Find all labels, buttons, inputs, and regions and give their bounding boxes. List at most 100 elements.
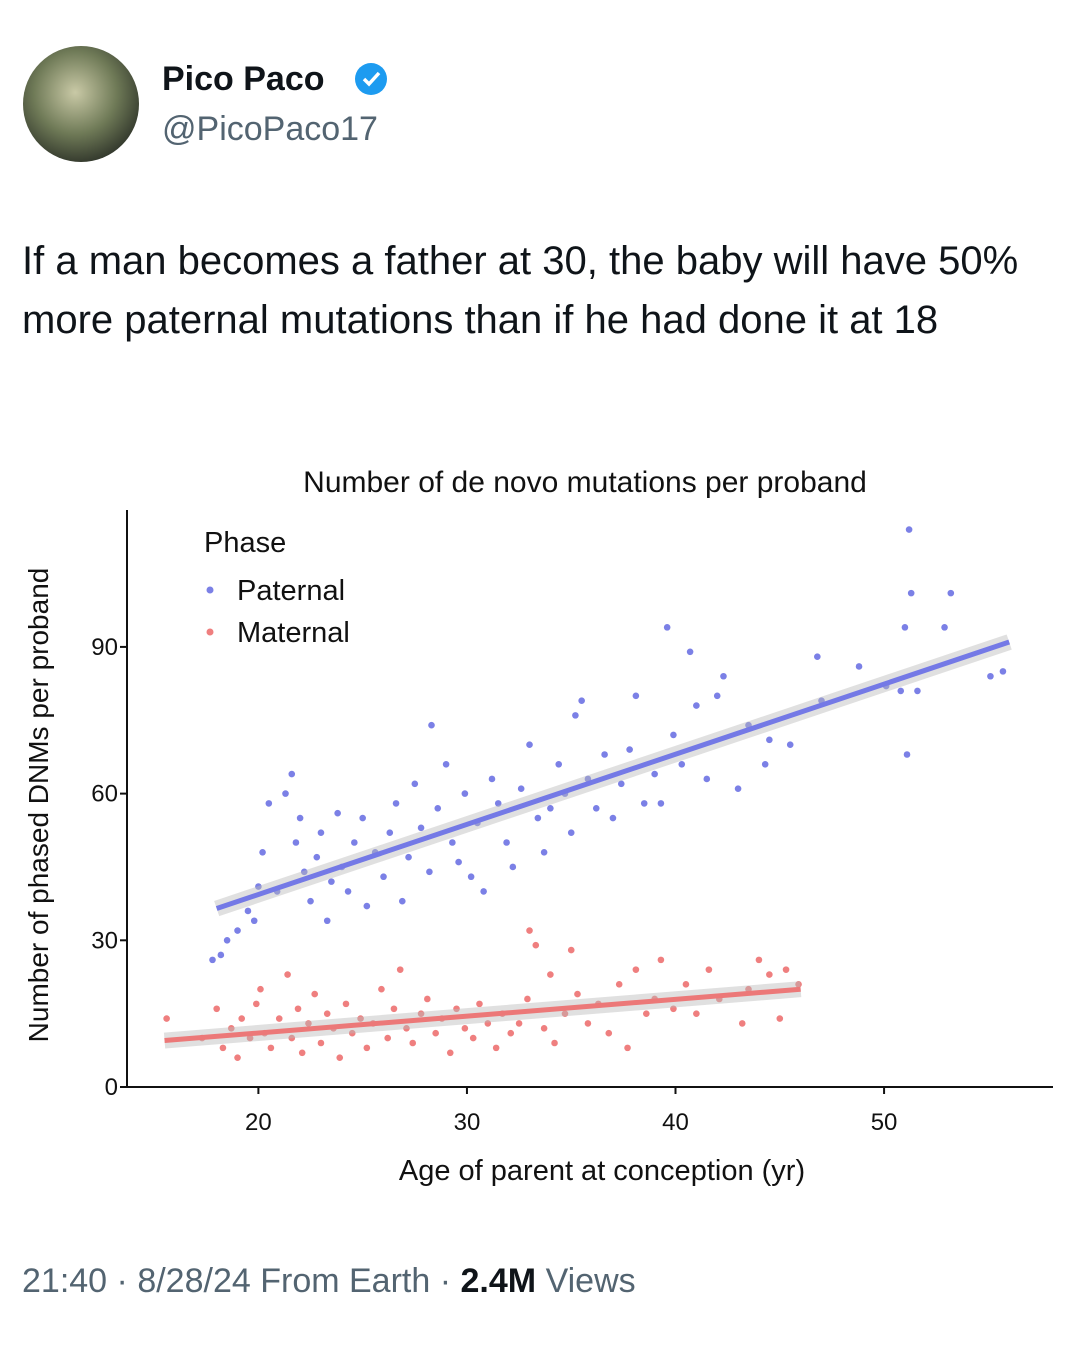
data-point (786, 741, 794, 749)
data-point (651, 770, 658, 778)
data-point (617, 780, 625, 788)
data-point (663, 624, 671, 631)
data-point (584, 1020, 592, 1027)
data-point (734, 785, 742, 793)
data-point (907, 589, 915, 597)
data-point (246, 1034, 254, 1042)
separator: · (439, 1262, 452, 1300)
data-point (682, 981, 690, 988)
data-point (384, 1034, 391, 1042)
y-tick-label: 90 (91, 634, 118, 661)
data-point (776, 1015, 784, 1022)
data-point (480, 888, 487, 895)
data-point (693, 1010, 700, 1017)
data-point (492, 1044, 500, 1052)
data-point (213, 1005, 220, 1013)
x-tick-label: 20 (245, 1109, 272, 1136)
separator: · (116, 1262, 128, 1300)
data-point (386, 829, 394, 837)
data-point (693, 702, 700, 709)
tweet-text: If a man becomes a father at 30, the bab… (22, 239, 1019, 342)
data-point (363, 902, 371, 910)
data-point (336, 1054, 344, 1061)
data-point (363, 1044, 371, 1052)
data-point (409, 1039, 417, 1047)
data-point (461, 790, 469, 797)
data-point (282, 790, 289, 797)
data-point (547, 804, 554, 812)
data-point (223, 937, 231, 944)
data-point (219, 1044, 227, 1052)
data-point (257, 985, 264, 993)
chart-title: Number of de novo mutations per proband (303, 466, 867, 499)
data-point (417, 824, 425, 832)
data-point (643, 1010, 650, 1017)
data-point (999, 668, 1007, 675)
data-point (288, 770, 296, 778)
data-point (657, 956, 665, 964)
legend-label: Maternal (237, 617, 350, 649)
data-point (313, 853, 321, 861)
data-point (532, 941, 540, 949)
data-point (903, 751, 911, 758)
data-point (578, 697, 585, 705)
data-point (534, 814, 542, 822)
data-point (455, 858, 462, 866)
data-point (227, 1025, 235, 1032)
data-point (897, 687, 905, 695)
y-tick-label: 0 (105, 1074, 118, 1101)
data-point (449, 839, 456, 846)
data-point (396, 966, 404, 973)
legend-marker (206, 628, 214, 636)
data-point (526, 741, 533, 749)
data-point (234, 1054, 241, 1061)
data-point (901, 624, 909, 631)
data-point (561, 1010, 569, 1017)
data-point (403, 1025, 410, 1032)
data-point (632, 966, 640, 973)
data-point (703, 775, 711, 783)
data-point (657, 800, 665, 807)
data-point (417, 1010, 425, 1017)
data-point (442, 760, 450, 768)
data-point (380, 873, 387, 881)
data-point (670, 731, 677, 739)
data-point (348, 1029, 356, 1037)
data-point (426, 868, 433, 876)
data-point (855, 663, 863, 670)
data-point (351, 839, 358, 846)
data-point (294, 1005, 302, 1013)
data-point (253, 1000, 260, 1008)
data-point (265, 800, 273, 807)
data-point (292, 839, 300, 846)
data-point (334, 809, 341, 817)
y-tick-label: 60 (91, 781, 118, 808)
verified-badge (355, 63, 387, 95)
data-point (267, 1044, 275, 1052)
display-name[interactable]: Pico Paco (162, 60, 325, 98)
time[interactable]: 21:40 (22, 1262, 108, 1300)
avatar[interactable] (23, 46, 139, 162)
data-point (705, 966, 713, 973)
data-point (344, 888, 352, 895)
data-point (461, 1025, 469, 1032)
data-point (686, 648, 694, 656)
date[interactable]: 8/28/24 (137, 1262, 251, 1300)
data-point (275, 1015, 283, 1022)
data-point (307, 897, 314, 905)
data-point (761, 760, 769, 768)
legend-label: Paternal (237, 575, 345, 607)
data-point (766, 736, 773, 744)
data-point (905, 526, 913, 533)
data-point (300, 868, 308, 876)
data-point (626, 746, 633, 753)
data-point (605, 1029, 613, 1037)
data-point (632, 692, 640, 700)
data-point (411, 780, 419, 788)
data-point (567, 946, 575, 954)
handle[interactable]: @PicoPaco17 (162, 110, 378, 148)
data-point (795, 981, 802, 988)
data-point (390, 1005, 398, 1013)
data-point (720, 672, 727, 680)
